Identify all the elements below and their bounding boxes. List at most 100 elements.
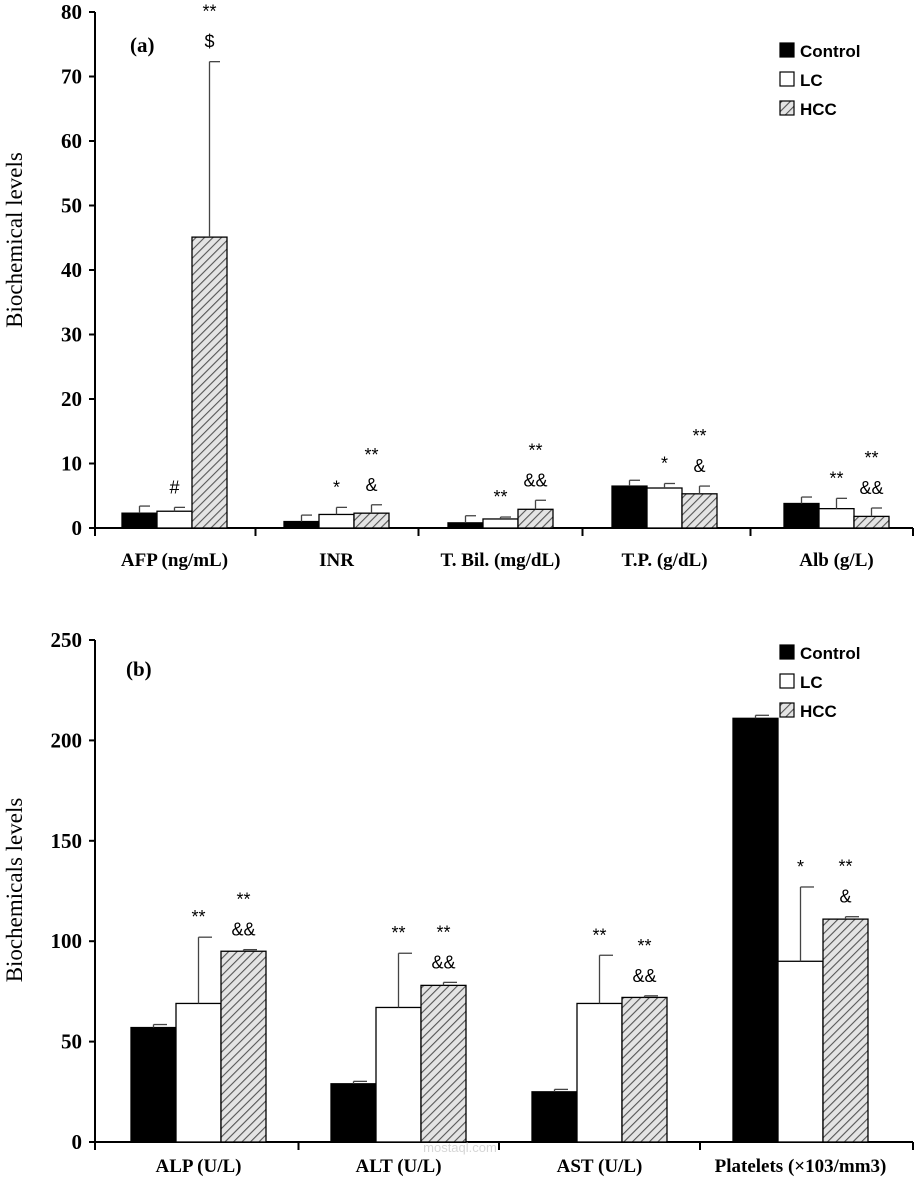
significance-marker: # [169,477,179,497]
significance-marker: ** [838,857,852,877]
significance-marker: ** [364,445,378,465]
bar-hcc [822,918,869,1143]
legend: Control LC HCC [779,644,860,721]
legend-swatch-control [779,644,795,660]
panel-label: (b) [126,657,152,681]
significance-marker: * [797,857,804,877]
bar-lc [777,960,824,1143]
category-label: Platelets (×103/mm3) [715,1156,887,1177]
significance-marker: ** [236,890,250,910]
bar-hcc [353,512,390,529]
significance-marker: ** [436,922,450,942]
legend-swatch-lc [779,673,795,689]
legend-swatch-hcc [779,100,795,116]
bar-hcc [681,493,718,529]
bar-lc [818,507,855,529]
y-tick-label: 30 [61,323,82,347]
significance-marker: * [333,477,340,497]
legend-label-lc: LC [800,673,823,692]
bar-hcc [220,950,267,1143]
bar-lc [576,1002,623,1143]
legend-swatch-control [779,42,795,58]
category-label: ALP (U/L) [155,1156,241,1177]
panel-label: (a) [130,33,155,57]
significance-marker: ** [391,923,405,943]
y-tick-label: 60 [61,129,82,153]
category-label: T. Bil. (mg/dL) [441,550,561,571]
legend-swatch-hcc [779,702,795,718]
y-tick-label: 50 [61,1030,82,1054]
bar-lc [482,518,519,529]
y-axis-title: Biochemicals levels [2,798,27,983]
significance-marker: ** [864,448,878,468]
bar-control [330,1083,377,1143]
category-label: AFP (ng/mL) [121,550,228,571]
significance-marker: ** [829,468,843,488]
significance-marker: && [523,470,547,490]
bar-lc [156,510,193,529]
category-label: INR [319,550,354,571]
category-label: AST (U/L) [557,1156,643,1177]
y-axis-title: Biochemical levels [2,152,27,328]
legend-label-control: Control [800,644,860,663]
significance-marker: && [632,966,656,986]
legend: Control LC HCC [779,42,860,119]
y-tick-label: 20 [61,387,82,411]
bar-hcc [517,508,554,529]
significance-marker: ** [637,936,651,956]
bar-control [783,502,820,529]
legend-label-lc: LC [800,71,823,90]
bar-control [447,522,484,529]
significance-marker: & [365,475,377,495]
significance-marker: ** [191,907,205,927]
panel-a-chart: 0 10 20 30 40 50 60 70 80 AFP (ng/mL) INR T. Bil. (… [2,0,914,571]
y-tick-label: 150 [51,829,83,853]
bar-control [531,1091,578,1143]
bar-hcc [853,515,890,529]
significance-marker: ** [528,440,542,460]
y-tick-label: 100 [51,929,83,953]
legend-swatch-lc [779,71,795,87]
significance-marker: && [859,478,883,498]
y-tick-label: 250 [51,628,83,652]
significance-marker: * [661,453,668,473]
legend-label-hcc: HCC [800,702,837,721]
y-tick-label: 40 [61,258,82,282]
bar-lc [175,1002,222,1143]
significance-marker: && [431,952,455,972]
y-tick-label: 10 [61,452,82,476]
significance-marker: & [839,887,851,907]
significance-marker: ** [493,487,507,507]
y-tick-label: 80 [61,0,82,24]
bar-control [283,520,320,529]
significance-marker: & [693,456,705,476]
bar-hcc [420,984,467,1143]
significance-marker: $ [204,32,214,52]
bar-control [121,512,158,529]
y-tick-label: 0 [72,1130,83,1154]
bar-lc [318,513,355,529]
bar-control [611,485,648,529]
bar-lc [375,1006,422,1143]
bar-lc [646,487,683,529]
significance-marker: ** [692,426,706,446]
category-label: Alb (g/L) [799,550,873,571]
bar-control [130,1026,177,1143]
bar-control [732,717,779,1143]
bar-hcc [621,996,668,1143]
y-tick-label: 70 [61,65,82,89]
y-tick-label: 50 [61,194,82,218]
legend-label-control: Control [800,42,860,61]
significance-marker: && [231,920,255,940]
bar-hcc [191,236,228,529]
category-label: T.P. (g/dL) [621,550,707,571]
legend-label-hcc: HCC [800,100,837,119]
significance-marker: ** [592,925,606,945]
watermark-text: mostaql.com [423,1140,497,1155]
significance-marker: ** [202,2,216,22]
y-tick-label: 0 [72,516,83,540]
y-tick-label: 200 [51,728,83,752]
category-label: ALT (U/L) [355,1156,441,1177]
panel-b-chart: 0 50 100 150 200 250 ALP (U/L) ALT (U/L) AST (U/… [2,628,914,1177]
